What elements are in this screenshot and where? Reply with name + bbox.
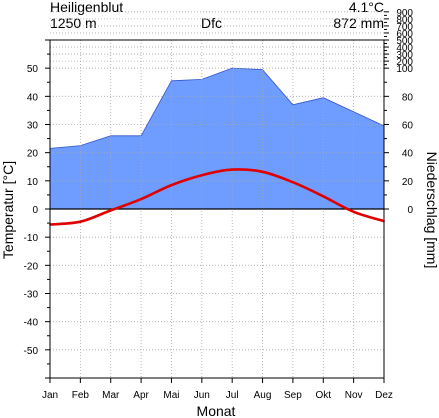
x-axis-tick-label: Dez [375, 390, 393, 401]
temperature-point-Jul [231, 168, 234, 171]
left-axis-tick-label: 30 [27, 121, 39, 132]
left-axis-title: Temperatur [°C] [0, 161, 16, 259]
temperature-point-Mar [109, 209, 112, 212]
x-axis-tick-label: Nov [345, 390, 363, 401]
right-axis-title: Niederschlag [mm] [424, 152, 439, 269]
left-axis-tick-label: 40 [27, 92, 39, 103]
left-axis-tick-label: 0 [32, 205, 38, 216]
x-axis-tick-label: Jul [226, 390, 239, 401]
right-axis-tick-label: 400 [396, 43, 413, 54]
temperature-line [49, 168, 385, 226]
left-axis-tick-label: -10 [24, 233, 39, 244]
right-axis-tick-label: 700 [396, 22, 413, 33]
x-axis-tick-label: Sep [284, 390, 302, 401]
x-axis-tick-label: Apr [133, 390, 149, 401]
left-axis-tick-label: 50 [27, 64, 39, 75]
annual-mean-temperature: 4.1°C [348, 0, 384, 15]
right-axis-tick-label: 0 [407, 205, 413, 216]
x-axis-tick-label: Aug [254, 390, 272, 401]
right-axis-tick-label: 20 [402, 177, 414, 188]
left-axis-tick-label: -20 [24, 261, 39, 272]
station-elevation: 1250 m [50, 15, 97, 31]
x-axis-tick-label: Feb [72, 390, 90, 401]
left-axis-tick-label: -30 [24, 290, 39, 301]
x-axis-title: Monat [197, 403, 236, 418]
right-axis-tick-label: 200 [396, 57, 413, 68]
left-axis-tick-label: -50 [24, 346, 39, 357]
left-axis-tick-label: -40 [24, 318, 39, 329]
temperature-point-Nov [352, 210, 355, 213]
temperature-point-Feb [79, 220, 82, 223]
temperature-point-Aug [261, 170, 264, 173]
left-axis-tick-label: 20 [27, 149, 39, 160]
temperature-point-Mai [170, 184, 173, 186]
right-axis-tick-label: 100 [396, 64, 413, 75]
x-axis-tick-label: Mar [102, 390, 120, 401]
right-axis-tick-label: 800 [396, 15, 413, 26]
right-axis-tick-label: 500 [396, 36, 413, 47]
station-name: Heiligenblut [50, 0, 124, 15]
x-axis-tick-label: Mai [163, 390, 179, 401]
x-axis-tick-label: Jun [194, 390, 210, 401]
right-axis-tick-label: 60 [402, 121, 414, 132]
temperature-point-Jun [200, 174, 203, 177]
right-axis-tick-label: 40 [402, 149, 414, 160]
right-axis-tick-label: 300 [396, 50, 413, 61]
left-axis-tick-label: 10 [27, 177, 39, 188]
temperature-point-Sep [292, 181, 294, 184]
right-axis-tick-label: 80 [402, 92, 414, 103]
precipitation-area [50, 68, 384, 209]
x-axis-tick-label: Jan [42, 390, 58, 401]
temperature-point-Okt [322, 195, 325, 198]
right-axis-tick-label: 900 [396, 8, 413, 19]
temperature-point-Apr [140, 198, 142, 201]
right-axis-tick-label: 600 [396, 29, 413, 40]
precipitation-line [49, 67, 385, 149]
x-axis-tick-label: Okt [315, 390, 331, 401]
